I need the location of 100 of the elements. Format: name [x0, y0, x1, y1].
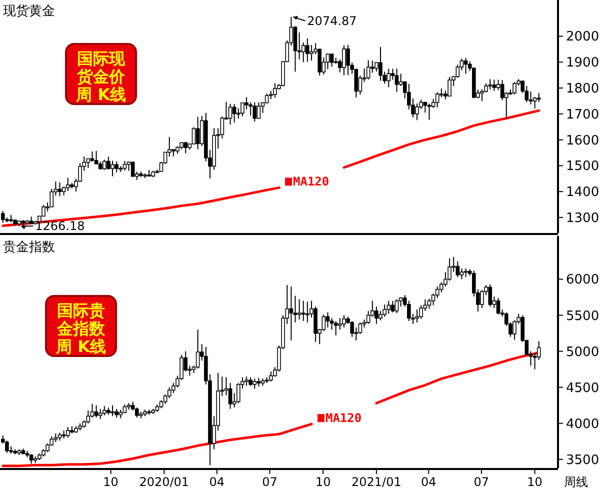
candlestick — [456, 260, 460, 278]
candlestick — [431, 293, 436, 306]
candlestick — [435, 92, 440, 108]
annotation: 国际现货金价周 K线 — [75, 49, 126, 104]
candlestick — [252, 102, 257, 122]
candlestick — [256, 102, 261, 120]
x-tick-label: 2021/01 — [352, 475, 402, 489]
y-tick-label: 1500 — [566, 159, 600, 174]
candlestick — [220, 116, 224, 140]
candlestick — [378, 46, 382, 82]
annotation: 国际贵金指数周 K线 — [55, 301, 106, 356]
candlestick — [386, 300, 391, 314]
legend-label: MA120 — [293, 174, 330, 189]
x-tick-label: 07 — [474, 475, 490, 489]
y-tick-label: 1900 — [566, 56, 600, 71]
y-tick-label: 5500 — [566, 308, 600, 324]
y-tick-label: 1600 — [566, 133, 600, 148]
candlestick — [326, 53, 330, 70]
y-tick-label: 5000 — [566, 344, 600, 360]
candlestick — [500, 79, 504, 101]
candlestick — [264, 92, 269, 104]
candlestick — [415, 103, 419, 121]
candlestick — [374, 62, 378, 72]
y-tick-label: 4500 — [566, 380, 600, 396]
candlestick — [252, 378, 257, 390]
candlestick — [228, 382, 232, 410]
legend-label: MA120 — [325, 411, 362, 426]
candlestick — [297, 298, 302, 320]
y-tick-label: 4000 — [566, 416, 600, 432]
candlestick — [110, 160, 114, 177]
y-tick-label: 6000 — [566, 272, 600, 288]
x-tick-label: 07 — [262, 475, 278, 489]
y-tick-label: 1800 — [566, 82, 600, 97]
candlestick — [492, 79, 496, 92]
candlestick — [322, 314, 326, 332]
candlestick — [58, 182, 62, 197]
candlestick — [488, 284, 492, 308]
candlestick — [293, 26, 298, 72]
x-axis-title: 周线 — [564, 475, 588, 489]
candlestick — [122, 160, 127, 172]
chart-title: 现货黄金 — [3, 4, 55, 19]
candlestick — [330, 318, 334, 330]
annotation: 1266.18 — [35, 219, 85, 233]
candlestick — [66, 426, 70, 438]
candlestick — [306, 38, 310, 62]
candlestick — [390, 300, 395, 313]
y-tick-label: 1700 — [566, 107, 600, 122]
candlestick — [94, 150, 98, 165]
candlestick — [326, 312, 330, 328]
candlestick — [306, 301, 310, 323]
candlestick — [366, 310, 370, 324]
candlestick — [310, 44, 314, 62]
candlestick — [102, 406, 106, 416]
x-tick-label: 10 — [103, 475, 118, 489]
candlestick — [386, 68, 391, 88]
candlestick — [110, 404, 114, 417]
candlestick — [244, 376, 248, 386]
candlestick — [114, 160, 118, 173]
candlestick — [350, 320, 354, 338]
candlestick — [488, 78, 492, 90]
candlestick — [232, 104, 236, 123]
x-tick-label: 10 — [315, 475, 331, 489]
x-tick-label: 04 — [209, 475, 225, 489]
candlestick — [427, 298, 432, 310]
candlestick — [102, 159, 106, 170]
candlestick — [330, 53, 334, 68]
candlestick — [301, 300, 306, 322]
candlestick — [338, 318, 342, 330]
candlestick — [94, 404, 98, 418]
candlestick — [394, 298, 399, 314]
y-tick-label: 3500 — [566, 452, 600, 468]
annotation: 2074.87 — [307, 14, 357, 28]
candlestick — [536, 92, 541, 102]
candlestick — [90, 403, 94, 418]
candlestick — [532, 96, 537, 109]
candlestick — [293, 295, 298, 323]
candlestick — [398, 296, 403, 308]
candlestick — [448, 76, 452, 97]
candlestick — [268, 370, 273, 382]
candlestick — [228, 103, 232, 126]
chart-title: 贵金指数 — [3, 240, 55, 255]
y-tick-label: 2000 — [566, 30, 600, 45]
candlestick — [427, 103, 432, 120]
y-tick-label: 1400 — [566, 185, 600, 200]
candlestick — [192, 126, 196, 145]
candlestick — [366, 60, 370, 80]
x-tick-label: 04 — [421, 475, 436, 489]
candlestick — [90, 150, 94, 162]
candlestick — [163, 394, 168, 404]
candlestick — [66, 177, 70, 192]
candlestick — [342, 314, 346, 328]
candlestick — [512, 82, 516, 95]
candlestick — [358, 322, 362, 334]
candlestick — [196, 116, 200, 150]
y-tick-label: 1300 — [566, 210, 600, 226]
candlestick — [98, 408, 102, 420]
candlestick — [382, 304, 386, 318]
candlestick — [496, 297, 500, 316]
candlestick — [289, 286, 294, 341]
candlestick — [130, 162, 135, 178]
